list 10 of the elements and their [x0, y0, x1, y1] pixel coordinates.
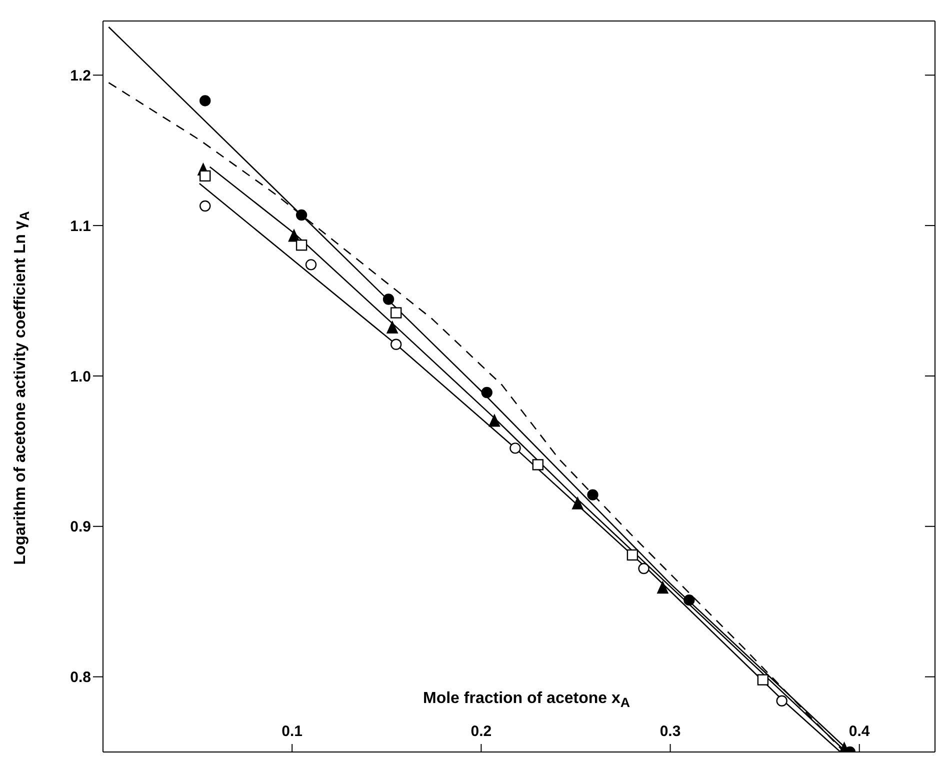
y-tick-label: 0.9 [70, 518, 91, 536]
x-axis-title: Mole fraction of acetone x$_{A}$ [423, 690, 630, 710]
y-tick-label: 0.8 [70, 669, 91, 686]
y-tick-label: 1.2 [70, 67, 91, 84]
x-tick-label: 0.3 [660, 723, 681, 740]
x-tick-label: 0.2 [470, 723, 492, 740]
x-tick-label: 0.1 [282, 723, 303, 740]
x-tick-label: 0.4 [848, 723, 870, 740]
y-tick-label: 1.0 [70, 368, 91, 386]
y-tick-label: 1.1 [70, 218, 91, 235]
